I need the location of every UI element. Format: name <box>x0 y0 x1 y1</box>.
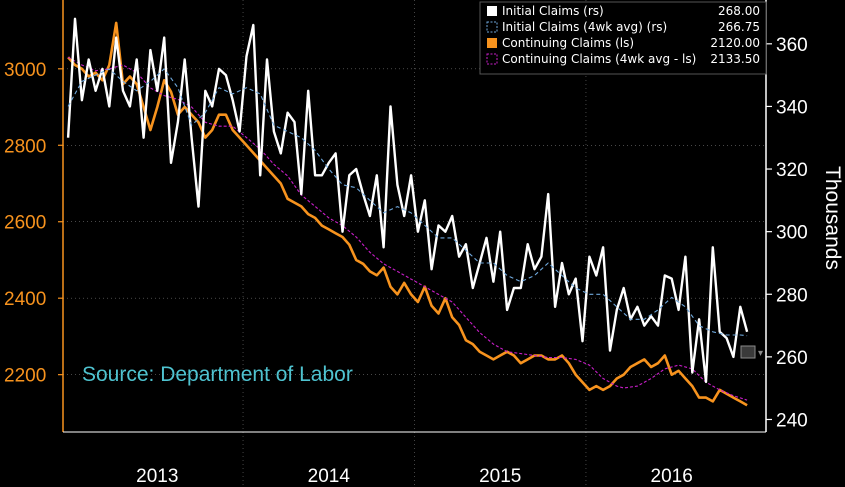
series-layer <box>66 17 749 407</box>
legend-label: Initial Claims (rs) <box>502 4 604 18</box>
x-tick-label: 2014 <box>308 466 351 487</box>
right-tick-label: 300 <box>776 223 808 244</box>
legend-label: Continuing Claims (ls) <box>502 36 634 50</box>
legend-swatch <box>486 21 498 33</box>
right-tick-label: 260 <box>776 348 808 369</box>
chart-menu-chevron-icon[interactable]: ▾ <box>758 348 763 359</box>
left-tick-label: 3000 <box>4 60 46 81</box>
left-axis-ticks: 2200 2400 2600 2800 3000 <box>4 60 63 387</box>
series-line-2 <box>67 68 748 337</box>
legend-label: Continuing Claims (4wk avg - ls) <box>502 52 696 66</box>
right-tick-label: 240 <box>776 410 808 431</box>
series-line-3 <box>67 21 748 407</box>
legend-swatch <box>486 53 498 65</box>
right-axis-label: Thousands <box>821 166 844 270</box>
legend-value: 266.75 <box>718 20 760 34</box>
x-tick-label: 2015 <box>479 466 521 487</box>
chart-menu-widget[interactable] <box>740 345 756 359</box>
legend-swatch <box>487 38 497 48</box>
legend: Initial Claims (rs) 268.00 Initial Claims … <box>479 1 767 75</box>
x-tick-label: 2013 <box>136 466 178 487</box>
legend-value: 2120.00 <box>710 36 760 50</box>
right-tick-label: 320 <box>776 160 808 181</box>
legend-label: Initial Claims (4wk avg) (rs) <box>502 20 667 34</box>
legend-value: 2133.50 <box>710 52 760 66</box>
left-tick-label: 2800 <box>4 136 46 157</box>
legend-value: 268.00 <box>718 4 760 18</box>
x-axis-ticks: 2013 2014 2015 2016 <box>136 466 693 487</box>
legend-swatch <box>487 6 497 16</box>
left-tick-label: 2200 <box>4 366 46 387</box>
source-note: Source: Department of Labor <box>82 363 353 386</box>
right-tick-label: 280 <box>776 285 808 306</box>
right-tick-label: 340 <box>776 97 808 118</box>
right-axis-ticks: 240 260 280 300 320 340 360 <box>766 35 808 431</box>
x-tick-label: 2016 <box>651 466 693 487</box>
legend-box <box>479 1 767 75</box>
series-line-4 <box>67 56 748 401</box>
right-tick-label: 360 <box>776 35 808 56</box>
series-line-1 <box>66 17 749 384</box>
left-tick-label: 2400 <box>4 289 46 310</box>
left-tick-label: 2600 <box>4 213 46 234</box>
